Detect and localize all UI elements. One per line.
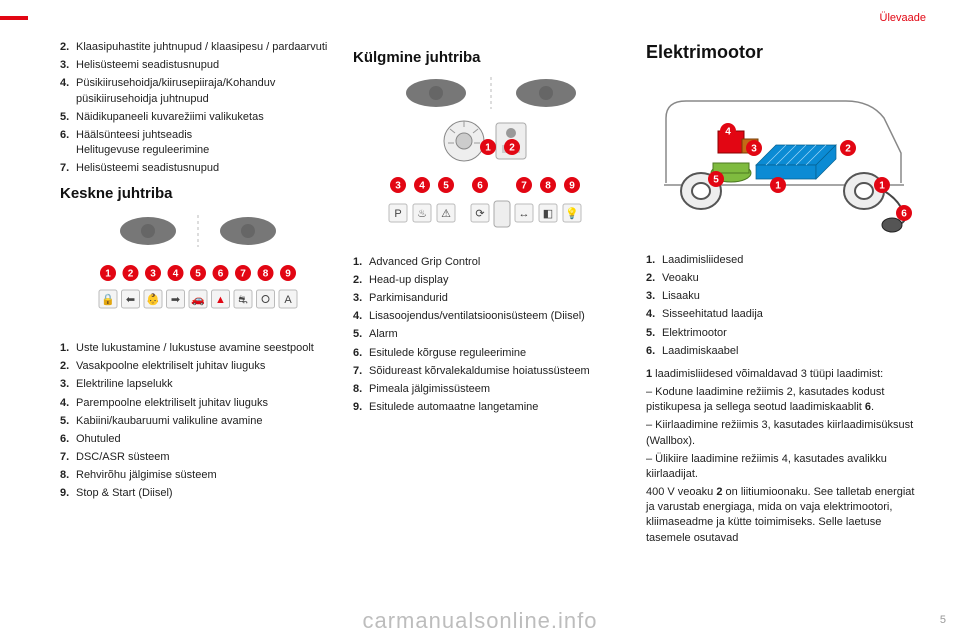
column-1: 2.Klaasipuhastite juhtnupud / klaasipesu… xyxy=(60,40,335,549)
list-item: 5.Kabiini/kaubaruumi valikuline avamine xyxy=(60,414,335,429)
svg-text:A: A xyxy=(284,294,292,306)
svg-text:1: 1 xyxy=(775,180,781,191)
list-item: 1.Laadimisliidesed xyxy=(646,253,926,268)
col2-heading: Külgmine juhtriba xyxy=(353,48,628,69)
list-item: 5.Elektrimootor xyxy=(646,326,926,341)
col3-illustration: 1 2 3 4 5 6 1 xyxy=(646,73,926,243)
svg-text:1: 1 xyxy=(879,180,885,191)
list-item: 1.Uste lukustamine / lukustuse avamine s… xyxy=(60,341,335,356)
watermark: carmanualsonline.info xyxy=(0,608,960,634)
list-item: 1.Advanced Grip Control xyxy=(353,255,628,270)
accent-bar xyxy=(0,16,28,20)
section-header: Ülevaade xyxy=(880,12,926,24)
list-item: 3.Parkimisandurid xyxy=(353,291,628,306)
list-item: 7.Helisüsteemi seadistusnupud xyxy=(60,161,335,176)
svg-text:7: 7 xyxy=(521,180,527,191)
body-line: 400 V veoaku 2 on liitiumioonaku. See ta… xyxy=(646,485,926,546)
list-item: 7.Sõidureast kõrvalekaldumise hoiatussüs… xyxy=(353,364,628,379)
svg-text:P: P xyxy=(394,208,401,220)
col2-illustration: 1 2 3 4 5 6 7 8 9 P ♨ ⚠ ⟳ ↔ ◧ 💡 xyxy=(353,75,628,245)
list-item: 8.Pimeala jälgimissüsteem xyxy=(353,382,628,397)
list-item: 4.Lisasoojendus/ventilatsioonisüsteem (D… xyxy=(353,309,628,324)
list-item: 6.Laadimiskaabel xyxy=(646,344,926,359)
svg-text:8: 8 xyxy=(262,269,268,280)
svg-text:⬅: ⬅ xyxy=(125,294,134,306)
svg-text:⛐: ⛐ xyxy=(238,294,248,306)
list-item: 9.Stop & Start (Diisel) xyxy=(60,486,335,501)
svg-text:1: 1 xyxy=(105,269,111,280)
col3-heading: Elektrimootor xyxy=(646,40,926,65)
col1-post-list: 1.Uste lukustamine / lukustuse avamine s… xyxy=(60,341,335,502)
svg-text:⭘: ⭘ xyxy=(261,294,270,306)
svg-text:♨: ♨ xyxy=(417,208,427,220)
list-item: 3.Elektriline lapselukk xyxy=(60,377,335,392)
svg-text:9: 9 xyxy=(285,269,291,280)
svg-text:▲: ▲ xyxy=(215,294,226,306)
svg-text:3: 3 xyxy=(751,143,757,154)
svg-text:4: 4 xyxy=(172,269,178,280)
svg-text:8: 8 xyxy=(545,180,551,191)
svg-text:7: 7 xyxy=(240,269,246,280)
svg-text:1: 1 xyxy=(485,142,491,153)
col1-heading: Keskne juhtriba xyxy=(60,184,335,205)
column-2: Külgmine juhtriba xyxy=(353,40,628,549)
list-item: 3.Lisaaku xyxy=(646,289,926,304)
list-item: 9.Esitulede automaatne langetamine xyxy=(353,400,628,415)
col1-pre-list: 2.Klaasipuhastite juhtnupud / klaasipesu… xyxy=(60,40,335,176)
list-item: 4.Sisseehitatud laadija xyxy=(646,307,926,322)
list-item: 2.Klaasipuhastite juhtnupud / klaasipesu… xyxy=(60,40,335,55)
svg-text:🚗: 🚗 xyxy=(191,294,205,306)
list-item: 4.Parempoolne elektriliselt juhitav liug… xyxy=(60,396,335,411)
list-item: 8.Rehvirõhu jälgimise süsteem xyxy=(60,468,335,483)
svg-text:5: 5 xyxy=(713,174,719,185)
svg-text:3: 3 xyxy=(150,269,156,280)
svg-text:⚠: ⚠ xyxy=(441,208,451,220)
svg-text:2: 2 xyxy=(845,143,851,154)
list-item: 2.Veoaku xyxy=(646,271,926,286)
list-item: 4.Püsikiirusehoidja/kiirusepiiraja/Kohan… xyxy=(60,76,335,106)
svg-text:3: 3 xyxy=(395,180,401,191)
page-content: 2.Klaasipuhastite juhtnupud / klaasipesu… xyxy=(0,0,960,569)
list-item: 6.Esitulede kõrguse reguleerimine xyxy=(353,346,628,361)
svg-text:2: 2 xyxy=(509,142,515,153)
svg-text:➡: ➡ xyxy=(170,294,179,306)
svg-text:💡: 💡 xyxy=(565,207,579,220)
column-3: Elektrimootor xyxy=(646,40,926,549)
col2-list: 1.Advanced Grip Control 2.Head-up display… xyxy=(353,255,628,416)
svg-text:⟳: ⟳ xyxy=(475,208,484,220)
list-item: 5.Näidikupaneeli kuvarežiimi valikuketas xyxy=(60,110,335,125)
svg-text:5: 5 xyxy=(195,269,201,280)
svg-text:9: 9 xyxy=(569,180,575,191)
list-item: 7.DSC/ASR süsteem xyxy=(60,450,335,465)
svg-text:5: 5 xyxy=(443,180,449,191)
svg-text:4: 4 xyxy=(725,126,731,137)
list-item: 2.Head-up display xyxy=(353,273,628,288)
svg-text:2: 2 xyxy=(127,269,133,280)
svg-text:🔒: 🔒 xyxy=(101,293,115,306)
svg-text:6: 6 xyxy=(217,269,223,280)
body-line: 1 laadimisliidesed võimaldavad 3 tüüpi l… xyxy=(646,367,926,382)
svg-text:6: 6 xyxy=(901,208,907,219)
col3-list: 1.Laadimisliidesed 2.Veoaku 3.Lisaaku 4.Sis… xyxy=(646,253,926,359)
list-item: 6.Ohutuled xyxy=(60,432,335,447)
list-item: 3.Helisüsteemi seadistusnupud xyxy=(60,58,335,73)
svg-text:👶: 👶 xyxy=(146,293,160,306)
list-item: 2.Vasakpoolne elektriliselt juhitav liug… xyxy=(60,359,335,374)
body-line: – Ülikiire laadimine režiimis 4, kasutad… xyxy=(646,452,926,482)
svg-text:4: 4 xyxy=(419,180,425,191)
body-line: – Kiirlaadimine režiimis 3, kasutades ki… xyxy=(646,418,926,448)
col1-illustration: 1 2 3 4 5 6 7 8 9 🔒 ⬅ 👶 ➡ 🚗 ▲ ⛐ ⭘ A xyxy=(60,211,335,331)
list-item: 6.Häälsünteesi juhtseadis Helitugevuse r… xyxy=(60,128,335,158)
svg-text:6: 6 xyxy=(477,180,483,191)
svg-text:↔: ↔ xyxy=(518,208,529,220)
svg-text:◧: ◧ xyxy=(542,208,552,220)
body-line: – Kodune laadimine režiimis 2, kasutades… xyxy=(646,385,926,415)
page-number: 5 xyxy=(940,614,946,626)
list-item: 5.Alarm xyxy=(353,327,628,342)
col3-body: 1 laadimisliidesed võimaldavad 3 tüüpi l… xyxy=(646,367,926,546)
